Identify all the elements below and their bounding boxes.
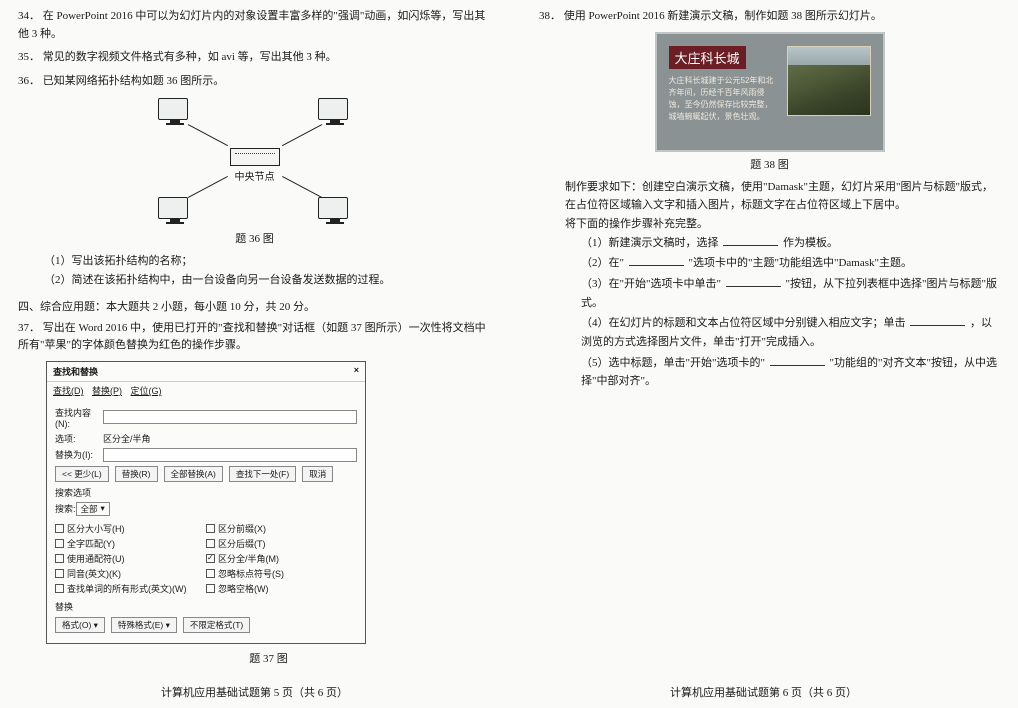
q38-steps-intro: 将下面的操作步骤补充完整。 [539,215,1000,234]
fig36-caption: 题 36 图 [18,230,491,246]
hub-icon [230,148,280,166]
q36-text: 已知某网络拓扑结构如题 36 图所示。 [43,75,225,87]
slide-title: 大庄科长城 [669,46,746,69]
blank-4 [910,314,965,326]
cb-label: 区分大小写(H) [67,522,125,535]
cb-label: 忽略空格(W) [218,582,269,595]
fig38-slide: 大庄科长城 大庄科长城建于公元52年和北齐年间，历经千百年风雨侵蚀，至今仍然保存… [655,32,885,152]
q37-text: 写出在 Word 2016 中，使用已打开的"查找和替换"对话框（如题 37 图… [18,322,486,352]
q35: 35． 常见的数字视频文件格式有多种，如 avi 等，写出其他 3 种。 [18,49,491,67]
q34: 34． 在 PowerPoint 2016 中可以为幻灯片内的对象设置丰富多样的… [18,8,491,43]
slide-image-placeholder [787,46,870,116]
q36: 36． 已知某网络拓扑结构如题 36 图所示。 [18,73,491,91]
step-5: （5）选中标题，单击"开始"选项卡的" "功能组的"对齐文本"按钮，从中选择"中… [539,354,1000,391]
page5-footer: 计算机应用基础试题第 5 页（共 6 页） [0,684,509,700]
page-5: 34． 在 PowerPoint 2016 中可以为幻灯片内的对象设置丰富多样的… [0,0,509,708]
format-button[interactable]: 格式(O) ▾ [55,617,105,633]
checkbox[interactable] [206,539,215,548]
replace-all-button[interactable]: 全部替换(A) [164,466,223,482]
fig36-topology: 中央节点 [140,96,370,226]
blank-1 [723,234,778,246]
word-find-replace-dialog: 查找和替换 × 查找(D) 替换(P) 定位(G) 查找内容(N): 选项: 区… [46,361,366,644]
fig37-caption: 题 37 图 [18,650,491,666]
blank-3 [726,275,781,287]
replace-button[interactable]: 替换(R) [115,466,158,482]
options-col-right: 区分前缀(X) 区分后缀(T) 区分全/半角(M) 忽略标点符号(S) 忽略空格… [206,520,357,597]
q36-num: 36． [18,75,40,87]
page-6: 38． 使用 PowerPoint 2016 新建演示文稿，制作如题 38 图所… [509,0,1018,708]
options-col-left: 区分大小写(H) 全字匹配(Y) 使用通配符(U) 同音(英文)(K) 查找单词… [55,520,206,597]
q34-num: 34． [18,10,40,22]
find-label: 查找内容(N): [55,406,103,429]
replace-label: 替换为(I): [55,448,103,461]
search-scope-select[interactable]: 全部▾ [76,502,110,516]
tab-find[interactable]: 查找(D) [53,386,84,396]
q34-text: 在 PowerPoint 2016 中可以为幻灯片内的对象设置丰富多样的"强调"… [18,10,485,40]
q36-sub2: （2）简述在该拓扑结构中，由一台设备向另一台设备发送数据的过程。 [18,271,491,290]
checkbox[interactable] [55,569,64,578]
q35-num: 35． [18,51,40,63]
checkbox[interactable] [55,539,64,548]
blank-2 [629,254,684,266]
options-value: 区分全/半角 [103,432,151,445]
step-4: （4）在幻灯片的标题和文本占位符区域中分别键入相应文字；单击 ，以浏览的方式选择… [539,314,1000,351]
page6-footer: 计算机应用基础试题第 6 页（共 6 页） [509,684,1018,700]
pc-icon [158,98,192,125]
checkbox[interactable] [55,554,64,563]
pc-icon [318,197,352,224]
search-label: 搜索: [55,502,76,515]
checkbox[interactable] [55,524,64,533]
cancel-button[interactable]: 取消 [302,466,333,482]
step-2: （2）在" "选项卡中的"主题"功能组选中"Damask"主题。 [539,254,1000,273]
cb-label: 使用通配符(U) [67,552,125,565]
special-button[interactable]: 特殊格式(E) ▾ [111,617,177,633]
cb-label: 查找单词的所有形式(英文)(W) [67,582,186,595]
less-button[interactable]: << 更少(L) [55,466,109,482]
cb-label: 区分全/半角(M) [218,552,279,565]
cb-label: 区分后缀(T) [218,537,266,550]
cb-label: 全字匹配(Y) [67,537,115,550]
checkbox[interactable] [206,569,215,578]
dialog-tabs: 查找(D) 替换(P) 定位(G) [47,382,365,399]
replace-input[interactable] [103,448,357,462]
tab-replace[interactable]: 替换(P) [92,386,122,396]
tab-goto[interactable]: 定位(G) [131,386,162,396]
q38-text: 使用 PowerPoint 2016 新建演示文稿，制作如题 38 图所示幻灯片… [564,10,882,22]
replace-section-label: 替换 [55,600,357,613]
q38: 38． 使用 PowerPoint 2016 新建演示文稿，制作如题 38 图所… [539,8,1000,26]
fig38-caption: 题 38 图 [539,156,1000,172]
checkbox[interactable] [206,584,215,593]
cb-label: 区分前缀(X) [218,522,266,535]
step-3: （3）在"开始"选项卡中单击" "按钮，从下拉列表框中选择"图片与标题"版式。 [539,275,1000,312]
q37: 37． 写出在 Word 2016 中，使用已打开的"查找和替换"对话框（如题 … [18,320,491,355]
checkbox[interactable] [55,584,64,593]
step-1: （1）新建演示文稿时，选择 作为模板。 [539,234,1000,253]
options-label: 选项: [55,432,103,445]
search-section-label: 搜索选项 [55,486,357,499]
dialog-title: 查找和替换 [53,365,98,378]
q38-num: 38． [539,10,561,22]
checkbox-checked[interactable] [206,554,215,563]
close-icon[interactable]: × [354,365,359,378]
pc-icon [158,197,192,224]
find-next-button[interactable]: 查找下一处(F) [229,466,296,482]
pc-icon [318,98,352,125]
q36-sub1: （1）写出该拓扑结构的名称； [18,252,491,271]
q35-text: 常见的数字视频文件格式有多种，如 avi 等，写出其他 3 种。 [43,51,337,63]
find-input[interactable] [103,410,357,424]
checkbox[interactable] [206,524,215,533]
hub-label: 中央节点 [140,168,370,183]
no-format-button[interactable]: 不限定格式(T) [183,617,250,633]
section-4-heading: 四、综合应用题：本大题共 2 小题，每小题 10 分，共 20 分。 [18,298,491,314]
blank-5 [770,354,825,366]
slide-body-text: 大庄科长城建于公元52年和北齐年间，历经千百年风雨侵蚀，至今仍然保存比较完整，城… [669,75,778,123]
q37-num: 37． [18,322,40,334]
chevron-down-icon: ▾ [101,503,105,514]
cb-label: 同音(英文)(K) [67,567,121,580]
q38-requirements: 制作要求如下：创建空白演示文稿，使用"Damask"主题，幻灯片采用"图片与标题… [539,178,1000,215]
cb-label: 忽略标点符号(S) [218,567,284,580]
